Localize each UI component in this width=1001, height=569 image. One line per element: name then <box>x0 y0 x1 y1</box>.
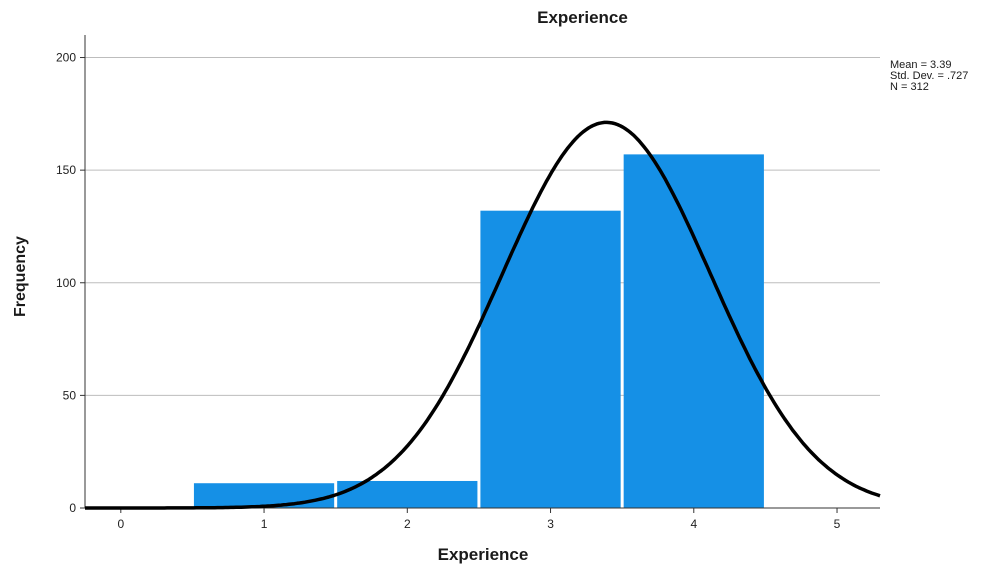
x-tick-label: 3 <box>547 517 554 531</box>
x-tick-label: 5 <box>834 517 841 531</box>
histogram-bar <box>193 483 335 508</box>
y-tick-label: 200 <box>56 51 76 65</box>
x-axis-label: Experience <box>437 545 529 564</box>
histogram-bar <box>480 210 621 508</box>
y-tick-label: 0 <box>69 501 76 515</box>
std-dev-stat: Std. Dev. = .727 <box>890 70 969 82</box>
chart-title: Experience <box>537 8 628 27</box>
normal-curve <box>85 120 881 510</box>
y-tick-label: 50 <box>63 388 77 402</box>
x-tick-label: 1 <box>261 517 268 531</box>
y-tick-label: 150 <box>56 163 76 177</box>
x-tick-label: 0 <box>117 517 124 531</box>
statistics-box: Mean = 3.39 Std. Dev. = .727 N = 312 <box>890 60 968 93</box>
mean-stat: Mean = 3.39 <box>890 59 952 71</box>
x-tick-label: 4 <box>690 517 697 531</box>
histogram-bar <box>623 154 764 508</box>
x-tick-label: 2 <box>404 517 411 531</box>
n-stat: N = 312 <box>890 81 929 93</box>
y-tick-label: 100 <box>56 276 76 290</box>
